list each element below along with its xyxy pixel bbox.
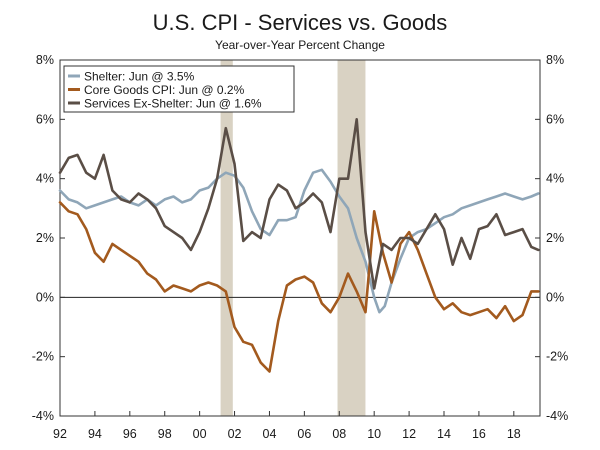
y-tick-label-left: 6% — [36, 112, 54, 126]
plot-area-frame — [59, 59, 541, 417]
x-tick-label: 06 — [297, 427, 311, 441]
y-tick-label-left: -4% — [32, 409, 54, 423]
y-tick-label-left: 0% — [36, 290, 54, 304]
x-tick-label: 04 — [263, 427, 277, 441]
series-line-3 — [58, 118, 540, 290]
y-axis-left-ticks: -4% -2% 0% 2% 4% 6% 8% — [32, 53, 65, 423]
y-tick-label-right: -4% — [546, 409, 568, 423]
x-axis-ticks: 92 94 96 98 00 02 04 06 08 10 12 14 16 18 — [53, 411, 521, 441]
recession-band-1 — [220, 60, 233, 416]
x-tick-label: 94 — [88, 427, 102, 441]
x-tick-label: 00 — [193, 427, 207, 441]
y-tick-label-left: 4% — [36, 172, 54, 186]
chart-subtitle: Year-over-Year Percent Change — [215, 38, 385, 52]
x-tick-label: 10 — [367, 427, 381, 441]
y-tick-label-right: 6% — [546, 112, 564, 126]
y-tick-label-right: 8% — [546, 53, 564, 67]
y-tick-label-right: -2% — [546, 350, 568, 364]
legend-label-2: Core Goods CPI: Jun @ 0.2% — [84, 83, 245, 97]
y-axis-right-ticks: -4% -2% 0% 2% 4% 6% 8% — [535, 53, 568, 423]
x-tick-label: 18 — [507, 427, 521, 441]
x-tick-label: 12 — [402, 427, 416, 441]
legend-box — [63, 65, 295, 113]
legend: Shelter: Jun @ 3.5%Core Goods CPI: Jun @… — [63, 65, 295, 113]
y-tick-label-left: -2% — [32, 350, 54, 364]
x-tick-label: 92 — [53, 427, 67, 441]
series-line-1 — [58, 168, 540, 314]
series-lines — [58, 118, 540, 373]
y-tick-label-right: 0% — [546, 290, 564, 304]
x-tick-label: 96 — [123, 427, 137, 441]
x-tick-label: 16 — [472, 427, 486, 441]
x-tick-label: 08 — [332, 427, 346, 441]
recession-band-2 — [337, 60, 366, 416]
chart-title: U.S. CPI - Services vs. Goods — [153, 10, 448, 35]
x-tick-label: 14 — [437, 427, 451, 441]
x-tick-label: 98 — [158, 427, 172, 441]
y-tick-label-left: 8% — [36, 53, 54, 67]
y-tick-label-left: 2% — [36, 231, 54, 245]
y-tick-label-right: 4% — [546, 172, 564, 186]
legend-label-3: Services Ex-Shelter: Jun @ 1.6% — [84, 97, 262, 111]
series-line-2 — [58, 201, 540, 373]
x-tick-label: 02 — [228, 427, 242, 441]
legend-label-1: Shelter: Jun @ 3.5% — [84, 70, 195, 84]
y-tick-label-right: 2% — [546, 231, 564, 245]
